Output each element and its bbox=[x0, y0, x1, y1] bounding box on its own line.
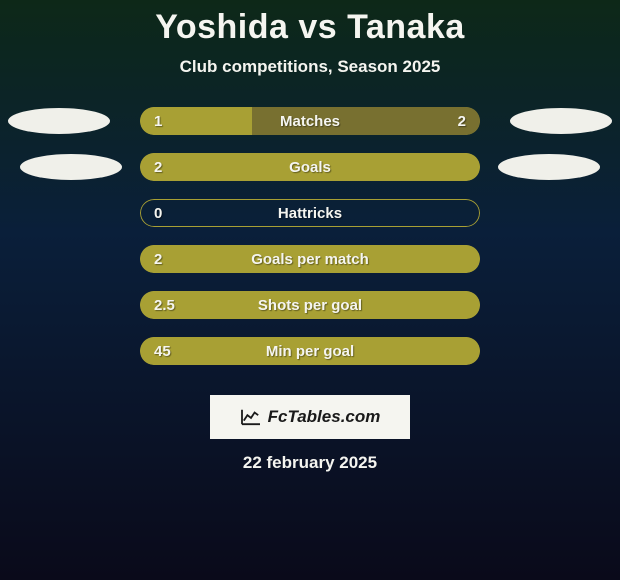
logo-text: FcTables.com bbox=[268, 407, 381, 427]
stat-label: Shots per goal bbox=[140, 297, 480, 314]
stat-row: 45Min per goal bbox=[0, 337, 620, 365]
stat-bar: 45Min per goal bbox=[140, 337, 480, 365]
stats-area: 12Matches 2Goals 0Hattricks 2Goals per matc… bbox=[0, 107, 620, 383]
page-subtitle: Club competitions, Season 2025 bbox=[180, 57, 441, 77]
stat-row: 12Matches bbox=[0, 107, 620, 135]
footer-logo: FcTables.com bbox=[210, 395, 410, 439]
stat-row: 2.5Shots per goal bbox=[0, 291, 620, 319]
stat-bar: 2Goals bbox=[140, 153, 480, 181]
stat-label: Hattricks bbox=[140, 205, 480, 222]
page-title: Yoshida vs Tanaka bbox=[155, 8, 465, 47]
comparison-infographic: Yoshida vs Tanaka Club competitions, Sea… bbox=[0, 0, 620, 580]
player-ellipse-right bbox=[498, 154, 600, 180]
stat-label: Min per goal bbox=[140, 343, 480, 360]
stat-row: 2Goals bbox=[0, 153, 620, 181]
stat-label: Goals bbox=[140, 159, 480, 176]
stat-bar: 2Goals per match bbox=[140, 245, 480, 273]
player-ellipse-left bbox=[8, 108, 110, 134]
stat-label: Matches bbox=[140, 113, 480, 130]
stat-row: 0Hattricks bbox=[0, 199, 620, 227]
stat-bar: 0Hattricks bbox=[140, 199, 480, 227]
stat-bar: 12Matches bbox=[140, 107, 480, 135]
chart-icon bbox=[240, 408, 262, 426]
stat-row: 2Goals per match bbox=[0, 245, 620, 273]
stat-bar: 2.5Shots per goal bbox=[140, 291, 480, 319]
stat-label: Goals per match bbox=[140, 251, 480, 268]
player-ellipse-right bbox=[510, 108, 612, 134]
player-ellipse-left bbox=[20, 154, 122, 180]
date-text: 22 february 2025 bbox=[243, 453, 377, 473]
